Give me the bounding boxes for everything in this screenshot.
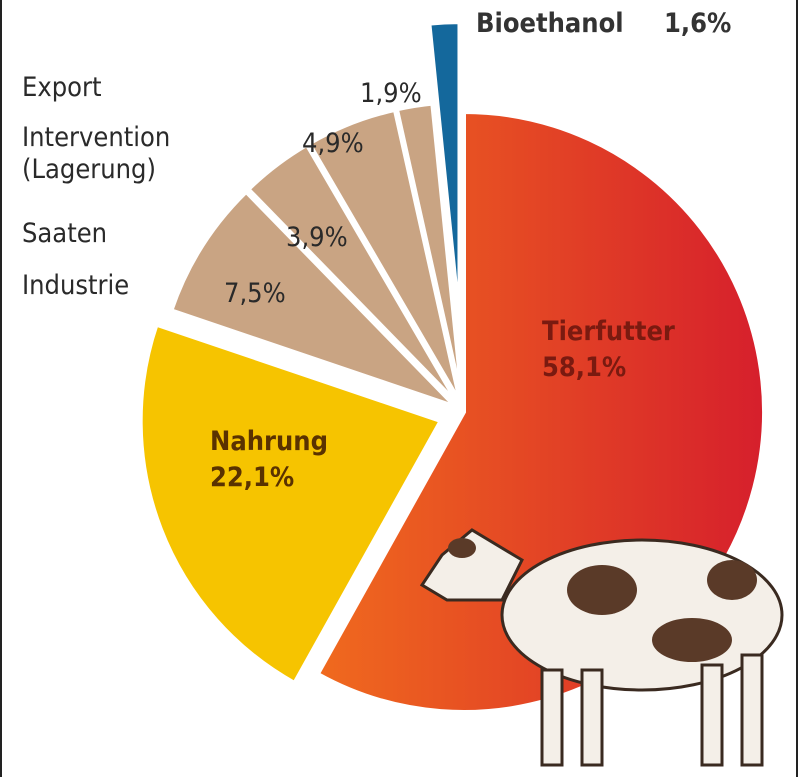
category-label: Industrie [22, 270, 207, 302]
value-label: 1,6% [664, 8, 731, 40]
value-label: 3,9% [286, 222, 348, 254]
value-label: Bioethanol [476, 8, 624, 40]
category-label: Export [22, 72, 207, 104]
value-label: Nahrung [210, 426, 328, 458]
category-label: Intervention (Lagerung) [22, 122, 207, 187]
value-label: 58,1% [542, 352, 626, 384]
value-label: 1,9% [360, 78, 422, 110]
chart: Tierfutter 58,1% Nahrung 22,1% Bioethanol 1,6… [0, 0, 798, 777]
value-label: 22,1% [210, 462, 294, 494]
value-label: Tierfutter [542, 316, 675, 348]
value-label: 7,5% [224, 278, 286, 310]
pie-canvas [2, 0, 798, 777]
value-label: 4,9% [302, 128, 364, 160]
category-label: Saaten [22, 218, 207, 250]
